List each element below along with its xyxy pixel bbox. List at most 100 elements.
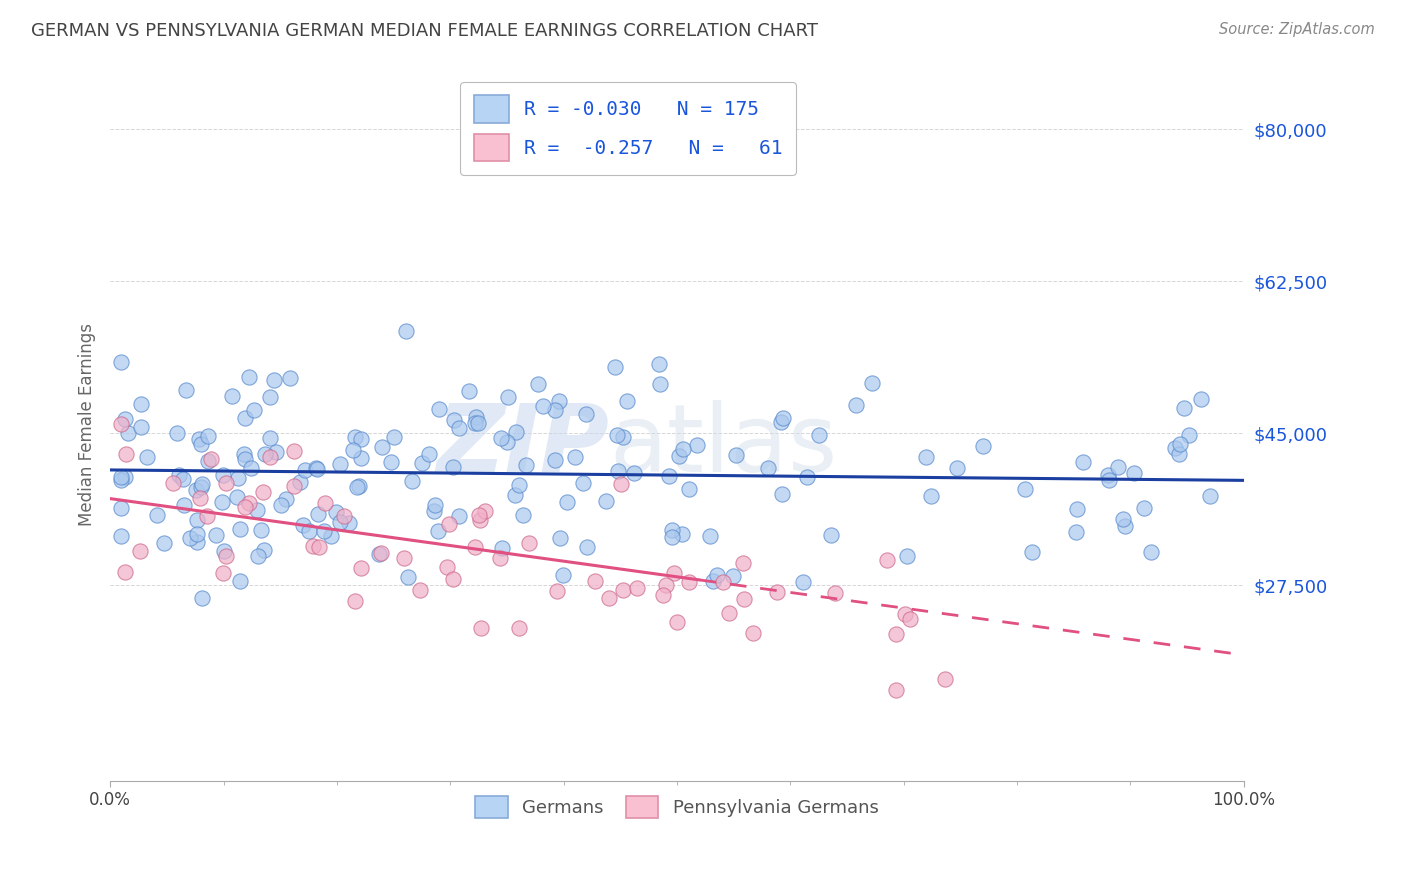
Point: [382, 430, 405, 444]
Point: [350, 433, 373, 447]
Point: [884, 627, 907, 641]
Point: [368, 547, 391, 561]
Point: [325, 505, 347, 519]
Point: [131, 420, 153, 434]
Point: [742, 626, 765, 640]
Point: [212, 543, 235, 558]
Point: [1097, 467, 1119, 482]
Point: [110, 355, 132, 369]
Point: [263, 373, 285, 387]
Point: [233, 410, 256, 425]
Point: [349, 560, 371, 574]
Point: [172, 472, 194, 486]
Point: [671, 442, 693, 456]
Point: [914, 450, 936, 465]
Point: [668, 449, 690, 463]
Point: [972, 439, 994, 453]
Point: [1164, 441, 1187, 455]
Point: [197, 429, 219, 443]
Point: [211, 495, 233, 509]
Point: [436, 560, 458, 574]
Point: [276, 492, 298, 507]
Point: [298, 524, 321, 538]
Point: [792, 574, 814, 589]
Point: [1098, 474, 1121, 488]
Point: [458, 384, 481, 399]
Text: ZIP: ZIP: [436, 401, 609, 492]
Point: [190, 476, 212, 491]
Point: [733, 591, 755, 606]
Point: [110, 473, 132, 487]
Point: [1173, 401, 1195, 415]
Point: [652, 589, 675, 603]
Point: [585, 574, 607, 588]
Point: [131, 397, 153, 411]
Point: [179, 531, 201, 545]
Point: [253, 447, 276, 461]
Point: [796, 470, 818, 484]
Point: [302, 539, 325, 553]
Point: [246, 503, 269, 517]
Point: [370, 545, 392, 559]
Point: [343, 594, 366, 608]
Point: [661, 523, 683, 537]
Point: [398, 569, 420, 583]
Point: [845, 398, 868, 412]
Point: [1132, 501, 1154, 516]
Point: [283, 478, 305, 492]
Point: [238, 369, 260, 384]
Point: [920, 490, 942, 504]
Point: [371, 440, 394, 454]
Point: [731, 557, 754, 571]
Point: [606, 427, 628, 442]
Point: [392, 550, 415, 565]
Point: [770, 487, 793, 501]
Point: [229, 574, 252, 588]
Point: [1189, 392, 1212, 406]
Point: [409, 582, 432, 597]
Point: [512, 508, 534, 523]
Point: [489, 431, 512, 445]
Point: [329, 457, 352, 471]
Point: [1071, 455, 1094, 469]
Point: [308, 540, 330, 554]
Point: [114, 470, 136, 484]
Point: [305, 462, 328, 476]
Point: [575, 540, 598, 554]
Point: [426, 524, 449, 538]
Point: [253, 542, 276, 557]
Point: [115, 447, 138, 461]
Point: [616, 394, 638, 409]
Point: [898, 612, 921, 626]
Point: [666, 615, 689, 630]
Point: [496, 435, 519, 450]
Point: [221, 389, 243, 403]
Point: [623, 466, 645, 480]
Point: [654, 578, 676, 592]
Point: [190, 437, 212, 451]
Point: [307, 507, 329, 521]
Point: [1066, 525, 1088, 540]
Point: [167, 468, 190, 483]
Point: [447, 508, 470, 523]
Point: [820, 527, 842, 541]
Point: [1168, 437, 1191, 451]
Point: [243, 403, 266, 417]
Point: [250, 523, 273, 537]
Point: [546, 584, 568, 599]
Point: [678, 482, 700, 496]
Legend: Germans, Pennsylvania Germans: Germans, Pennsylvania Germans: [468, 789, 886, 825]
Point: [239, 461, 262, 475]
Point: [190, 480, 212, 494]
Point: [711, 575, 734, 590]
Point: [427, 402, 450, 417]
Point: [401, 475, 423, 489]
Point: [212, 566, 235, 580]
Point: [191, 591, 214, 605]
Point: [496, 390, 519, 404]
Point: [418, 447, 440, 461]
Point: [312, 524, 335, 539]
Point: [136, 450, 159, 465]
Point: [425, 498, 447, 512]
Point: [443, 413, 465, 427]
